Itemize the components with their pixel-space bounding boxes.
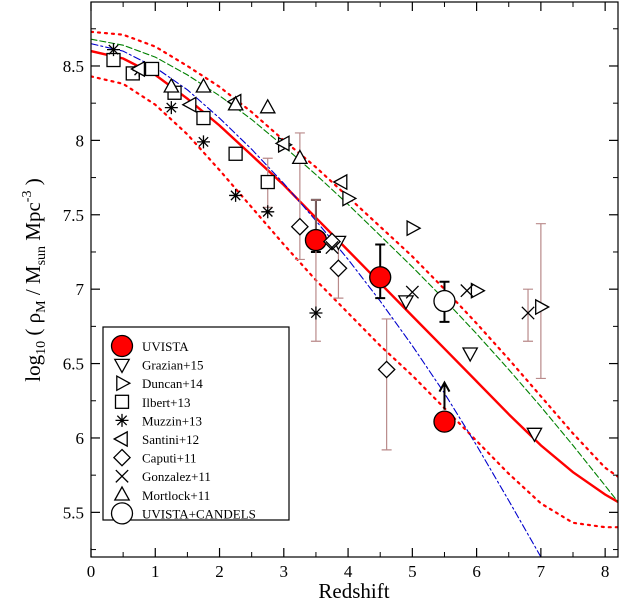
data-point-triangle-right [406, 219, 422, 237]
data-point-cross [460, 284, 474, 298]
x-tick-label: 2 [215, 562, 224, 581]
data-point-triangle-up [291, 149, 309, 165]
x-tick-label: 5 [408, 562, 417, 581]
data-point-asterisk [164, 101, 178, 115]
y-tick-label: 5.5 [63, 503, 84, 522]
y-tick-label: 8 [76, 131, 85, 150]
x-axis-label: Redshift [318, 579, 389, 603]
legend-box [102, 326, 290, 521]
error-bar [535, 223, 546, 380]
data-point-asterisk [196, 135, 210, 149]
data-point-square [260, 174, 275, 190]
data-point-asterisk [261, 205, 275, 219]
x-tick-label: 1 [151, 562, 160, 581]
legend-entry-label: Santini+12 [142, 432, 199, 447]
x-tick-label: 3 [280, 562, 289, 581]
data-point-diamond [329, 259, 348, 278]
error-bars [262, 132, 546, 451]
y-axis-label: log10 ( ρM / Msun Mpc-3 ) [20, 178, 49, 381]
data-point-cross [325, 240, 339, 255]
y-tick-label: 6 [76, 429, 85, 448]
legend-marker-filled-circle [110, 334, 134, 358]
data-point-asterisk [106, 43, 120, 57]
data-point-open-circle [433, 289, 456, 313]
x-tick-label: 4 [344, 562, 353, 581]
axis-ticks: 0 1 2 3 4 5 6 7 8 5.5 6 6.5 7 7.5 8 8.5 [63, 2, 618, 581]
curve-best-fit [91, 49, 618, 504]
legend-marker-triangle-down [113, 358, 131, 374]
curve-green-model [91, 38, 618, 503]
data-point-triangle-right [470, 282, 486, 299]
legend-marker-cross [115, 469, 129, 483]
legend-entry-label: Gonzalez+11 [142, 469, 211, 484]
data-point-filled-circle [369, 266, 392, 289]
data-point-diamond [377, 360, 396, 379]
y-tick-label: 7.5 [63, 206, 84, 225]
data-point-triangle-down [461, 347, 479, 363]
data-point-square [228, 146, 243, 161]
data-markers [106, 43, 551, 443]
error-bar [381, 318, 392, 451]
curve-fit-lower [91, 75, 618, 529]
legend-entry-label: UVISTA [142, 339, 189, 354]
legend-entry-label: Caputi+11 [142, 451, 197, 466]
legend-marker-open-circle [110, 502, 134, 525]
x-tick-label: 7 [537, 562, 546, 581]
lower-limit-arrow [438, 380, 451, 410]
legend-marker-square [114, 394, 130, 409]
data-point-filled-circle [433, 410, 456, 433]
data-point-asterisk [229, 188, 243, 202]
legend-entry-label: UVISTA+CANDELS [142, 506, 256, 521]
curve-fit-upper [91, 30, 618, 478]
data-point-cross [405, 285, 419, 299]
data-point-asterisk [309, 306, 323, 320]
legend: UVISTA Grazian+15 Duncan+14 Ilbert+13 Muzzin… [102, 326, 290, 525]
y-tick-label: 8.5 [63, 57, 84, 76]
data-point-cross [521, 306, 535, 320]
data-point-triangle-left [181, 96, 197, 113]
y-tick-label: 7 [76, 280, 85, 299]
data-point-triangle-right [342, 190, 358, 207]
legend-marker-triangle-up [113, 485, 131, 501]
plot-frame [90, 1, 619, 558]
data-point-diamond [290, 217, 309, 236]
legend-marker-triangle-right [116, 375, 132, 392]
legend-marker-asterisk [115, 413, 129, 427]
data-point-triangle-left [274, 135, 290, 152]
data-point-triangle-up [163, 77, 180, 93]
legend-marker-diamond [112, 448, 132, 467]
x-tick-label: 0 [87, 562, 96, 581]
data-point-triangle-down [397, 295, 415, 311]
legend-entry-label: Mortlock+11 [142, 488, 210, 503]
x-tick-label: 8 [601, 562, 610, 581]
legend-entry-label: Ilbert+13 [142, 395, 190, 410]
model-curves [91, 30, 618, 557]
legend-entry-label: Muzzin+13 [142, 413, 202, 428]
error-bar [523, 288, 534, 342]
data-point-diamond [322, 232, 342, 251]
y-tick-label: 6.5 [63, 355, 84, 374]
data-point-triangle-left [130, 60, 146, 78]
data-point-triangle-down [526, 427, 543, 443]
data-point-square [144, 61, 160, 77]
data-point-triangle-right [535, 298, 551, 316]
data-point-triangle-up [195, 77, 212, 93]
legend-marker-triangle-left [112, 430, 128, 448]
data-point-triangle-up [259, 98, 277, 114]
x-tick-label: 6 [472, 562, 481, 581]
data-point-square [196, 110, 211, 126]
legend-entry-label: Duncan+14 [142, 376, 203, 391]
legend-entry-label: Grazian+15 [142, 358, 203, 373]
data-point-triangle-left [332, 173, 348, 191]
data-point-triangle-up [227, 95, 244, 111]
data-point-filled-circle [304, 228, 328, 252]
